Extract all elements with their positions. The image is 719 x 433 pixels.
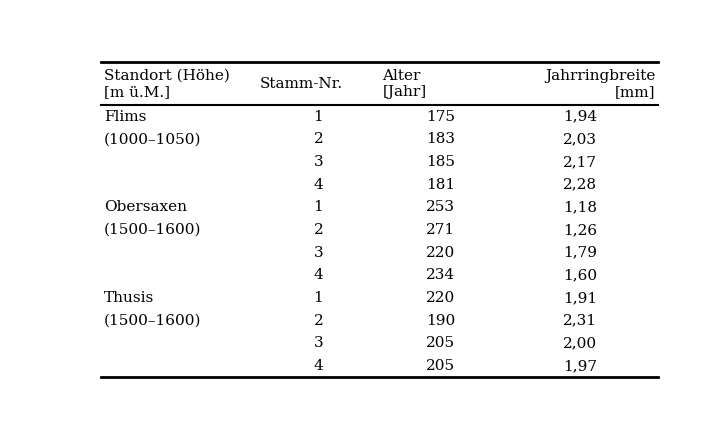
Text: 2,28: 2,28 — [563, 178, 597, 192]
Text: 271: 271 — [426, 223, 456, 237]
Text: 2: 2 — [313, 223, 324, 237]
Text: 3: 3 — [313, 336, 323, 350]
Text: Stamm-Nr.: Stamm-Nr. — [260, 77, 343, 90]
Text: 4: 4 — [313, 359, 324, 373]
Text: 190: 190 — [426, 313, 456, 328]
Text: 3: 3 — [313, 246, 323, 260]
Text: 2: 2 — [313, 313, 324, 328]
Text: 181: 181 — [426, 178, 456, 192]
Text: 205: 205 — [426, 359, 456, 373]
Text: Flims: Flims — [104, 110, 146, 124]
Text: 205: 205 — [426, 336, 456, 350]
Text: (1500–1600): (1500–1600) — [104, 313, 201, 328]
Text: Standort (Höhe)
[m ü.M.]: Standort (Höhe) [m ü.M.] — [104, 68, 229, 99]
Text: Alter
[Jahr]: Alter [Jahr] — [383, 68, 426, 99]
Text: 4: 4 — [313, 268, 324, 282]
Text: 1: 1 — [313, 110, 324, 124]
Text: 220: 220 — [426, 246, 456, 260]
Text: Thusis: Thusis — [104, 291, 154, 305]
Text: (1000–1050): (1000–1050) — [104, 132, 201, 146]
Text: (1500–1600): (1500–1600) — [104, 223, 201, 237]
Text: 1: 1 — [313, 291, 324, 305]
Text: 4: 4 — [313, 178, 324, 192]
Text: 1,91: 1,91 — [563, 291, 597, 305]
Text: 2,31: 2,31 — [563, 313, 597, 328]
Text: Jahrringbreite
[mm]: Jahrringbreite [mm] — [545, 68, 656, 99]
Text: 253: 253 — [426, 200, 455, 214]
Text: 1,97: 1,97 — [563, 359, 597, 373]
Text: Obersaxen: Obersaxen — [104, 200, 187, 214]
Text: 1,79: 1,79 — [563, 246, 597, 260]
Text: 1,94: 1,94 — [563, 110, 597, 124]
Text: 234: 234 — [426, 268, 456, 282]
Text: 183: 183 — [426, 132, 455, 146]
Text: 2,03: 2,03 — [563, 132, 597, 146]
Text: 175: 175 — [426, 110, 455, 124]
Text: 185: 185 — [426, 155, 455, 169]
Text: 2,00: 2,00 — [563, 336, 597, 350]
Text: 1,60: 1,60 — [563, 268, 597, 282]
Text: 2,17: 2,17 — [563, 155, 597, 169]
Text: 2: 2 — [313, 132, 324, 146]
Text: 1: 1 — [313, 200, 324, 214]
Text: 3: 3 — [313, 155, 323, 169]
Text: 220: 220 — [426, 291, 456, 305]
Text: 1,18: 1,18 — [563, 200, 597, 214]
Text: 1,26: 1,26 — [563, 223, 597, 237]
